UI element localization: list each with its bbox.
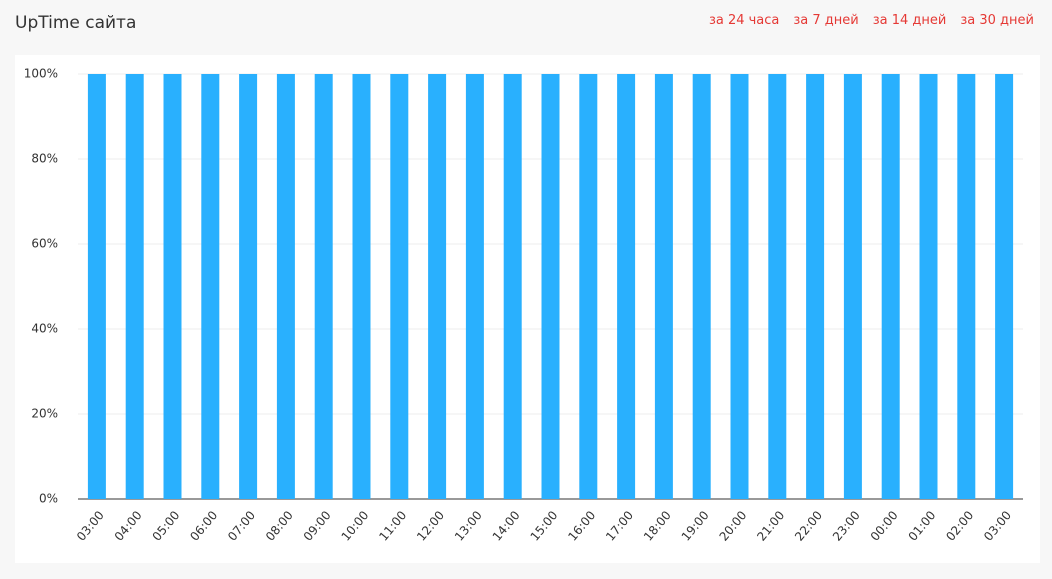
bar xyxy=(503,74,522,499)
x-tick-label: 09:00 xyxy=(301,508,334,543)
bar xyxy=(276,74,295,499)
bar xyxy=(995,74,1014,499)
x-tick-label: 03:00 xyxy=(981,508,1014,543)
x-tick-label: 04:00 xyxy=(112,508,145,543)
y-tick-label: 100% xyxy=(24,67,58,81)
y-tick-label: 0% xyxy=(39,492,58,506)
bar xyxy=(465,74,484,499)
y-tick-label: 20% xyxy=(31,407,58,421)
bar xyxy=(881,74,900,499)
bar xyxy=(919,74,938,499)
bar xyxy=(163,74,182,499)
bar xyxy=(125,74,144,499)
x-tick-label: 17:00 xyxy=(603,508,636,543)
x-tick-label: 10:00 xyxy=(339,508,372,543)
x-tick-label: 08:00 xyxy=(263,508,296,543)
x-tick-label: 14:00 xyxy=(490,508,523,543)
bar xyxy=(541,74,560,499)
x-tick-label: 03:00 xyxy=(74,508,107,543)
chart-panel xyxy=(15,55,1040,563)
x-tick-label: 07:00 xyxy=(225,508,258,543)
period-link[interactable]: за 14 дней xyxy=(872,13,947,28)
bar xyxy=(730,74,749,499)
x-tick-label: 19:00 xyxy=(679,508,712,543)
period-link[interactable]: за 30 дней xyxy=(960,13,1034,28)
bar xyxy=(806,74,825,499)
x-tick-label: 16:00 xyxy=(565,508,598,543)
x-tick-label: 12:00 xyxy=(414,508,447,543)
x-tick-label: 13:00 xyxy=(452,508,485,543)
bar xyxy=(239,74,258,499)
x-tick-label: 18:00 xyxy=(641,508,674,543)
y-tick-label: 80% xyxy=(31,152,58,166)
bar xyxy=(390,74,409,499)
bar xyxy=(768,74,787,499)
bar xyxy=(843,74,862,499)
bar xyxy=(428,74,447,499)
x-tick-label: 01:00 xyxy=(906,508,939,543)
period-links: за 24 часа за 7 дней за 14 дней за 30 дней xyxy=(695,13,1034,28)
period-link[interactable]: за 24 часа xyxy=(708,13,780,28)
x-tick-label: 05:00 xyxy=(150,508,183,543)
x-tick-label: 21:00 xyxy=(754,508,787,543)
bar xyxy=(617,74,636,499)
bar xyxy=(957,74,976,499)
bar xyxy=(579,74,598,499)
period-link[interactable]: за 7 дней xyxy=(793,13,859,28)
bar xyxy=(201,74,220,499)
x-tick-label: 22:00 xyxy=(792,508,825,543)
y-tick-label: 60% xyxy=(31,237,58,251)
x-tick-label: 20:00 xyxy=(717,508,750,543)
x-tick-label: 02:00 xyxy=(943,508,976,543)
bar xyxy=(692,74,711,499)
chart-title: UpTime сайта xyxy=(15,13,137,33)
x-tick-label: 00:00 xyxy=(868,508,901,543)
x-tick-label: 06:00 xyxy=(187,508,220,543)
bar xyxy=(352,74,371,499)
bar xyxy=(314,74,333,499)
x-tick-label: 11:00 xyxy=(376,508,409,543)
x-tick-label: 23:00 xyxy=(830,508,863,543)
y-tick-label: 40% xyxy=(31,322,58,336)
bar xyxy=(87,74,106,499)
bar xyxy=(654,74,673,499)
x-tick-label: 15:00 xyxy=(528,508,561,543)
